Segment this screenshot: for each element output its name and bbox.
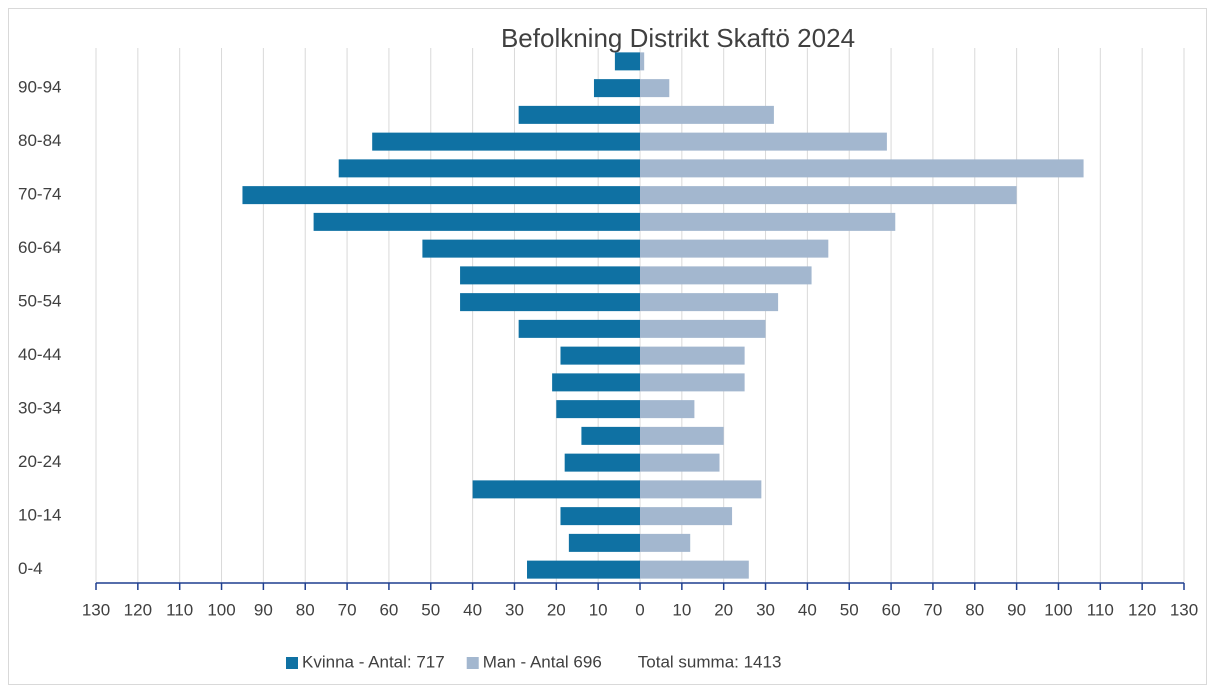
x-tick-label: 130: [1170, 600, 1198, 619]
legend-label: Kvinna - Antal: 717: [302, 652, 445, 671]
y-tick-label: 70-74: [18, 185, 61, 204]
y-tick-label: 20-24: [18, 452, 61, 471]
bar: [640, 507, 733, 526]
bar: [640, 533, 691, 552]
bar: [640, 560, 749, 579]
x-tick-label: 100: [207, 600, 235, 619]
x-tick-label: 110: [166, 600, 193, 619]
bar: [460, 293, 640, 312]
bar: [560, 507, 640, 526]
bar: [564, 453, 640, 472]
bar: [556, 400, 640, 419]
x-tick-label: 80: [296, 600, 315, 619]
bar: [640, 132, 887, 151]
x-tick-label: 10: [589, 600, 608, 619]
bar: [640, 212, 896, 231]
bar: [518, 319, 640, 338]
x-tick-label: 0: [635, 600, 644, 619]
bar: [640, 480, 762, 499]
bar: [568, 533, 640, 552]
x-tick-label: 30: [756, 600, 775, 619]
x-tick-label: 60: [379, 600, 398, 619]
y-tick-label: 60-64: [18, 238, 61, 257]
bar: [242, 186, 640, 205]
bar: [472, 480, 640, 499]
x-tick-label: 30: [505, 600, 524, 619]
x-tick-label: 50: [840, 600, 859, 619]
bar: [640, 319, 766, 338]
bar: [518, 105, 640, 124]
y-tick-label: 80-84: [18, 131, 61, 150]
y-tick-label: 10-14: [18, 506, 61, 525]
legend-note: Total summa: 1413: [638, 652, 782, 671]
x-tick-label: 120: [124, 600, 152, 619]
x-tick-label: 110: [1087, 600, 1114, 619]
bar: [552, 373, 640, 392]
bar: [372, 132, 640, 151]
bar: [527, 560, 640, 579]
x-tick-label: 40: [463, 600, 482, 619]
x-tick-label: 120: [1128, 600, 1156, 619]
x-tick-label: 80: [965, 600, 984, 619]
bar: [614, 52, 640, 71]
bar: [581, 426, 640, 445]
y-tick-label: 40-44: [18, 345, 61, 364]
legend-swatch: [466, 657, 479, 669]
bar: [460, 266, 640, 285]
bar: [560, 346, 640, 365]
bar: [422, 239, 640, 258]
bar: [640, 239, 829, 258]
x-tick-label: 60: [882, 600, 901, 619]
x-tick-label: 50: [421, 600, 440, 619]
x-tick-label: 70: [923, 600, 942, 619]
bar: [593, 79, 640, 98]
bar: [313, 212, 640, 231]
bar: [640, 400, 695, 419]
x-tick-label: 20: [714, 600, 733, 619]
x-tick-label: 90: [1007, 600, 1026, 619]
chart-title: Befolkning Distrikt Skaftö 2024: [501, 23, 855, 53]
x-tick-label: 70: [338, 600, 357, 619]
bar: [640, 79, 670, 98]
bar: [640, 346, 745, 365]
legend-swatch: [286, 657, 298, 669]
x-tick-label: 40: [798, 600, 817, 619]
legend-label: Man - Antal 696: [483, 652, 602, 671]
bar: [640, 453, 720, 472]
bar: [338, 159, 640, 178]
bar: [640, 159, 1084, 178]
y-tick-label: 50-54: [18, 292, 61, 311]
x-tick-label: 10: [672, 600, 691, 619]
y-tick-label: 30-34: [18, 399, 61, 418]
x-tick-label: 130: [82, 600, 110, 619]
y-tick-label: 90-94: [18, 78, 61, 97]
bar: [640, 105, 774, 124]
bar: [640, 186, 1017, 205]
bar: [640, 426, 724, 445]
x-tick-label: 90: [254, 600, 273, 619]
x-tick-label: 100: [1044, 600, 1072, 619]
bar: [640, 293, 779, 312]
y-tick-label: 0-4: [18, 559, 43, 578]
bar: [640, 373, 745, 392]
bar: [640, 266, 812, 285]
x-tick-label: 20: [547, 600, 566, 619]
bar: [640, 52, 645, 71]
